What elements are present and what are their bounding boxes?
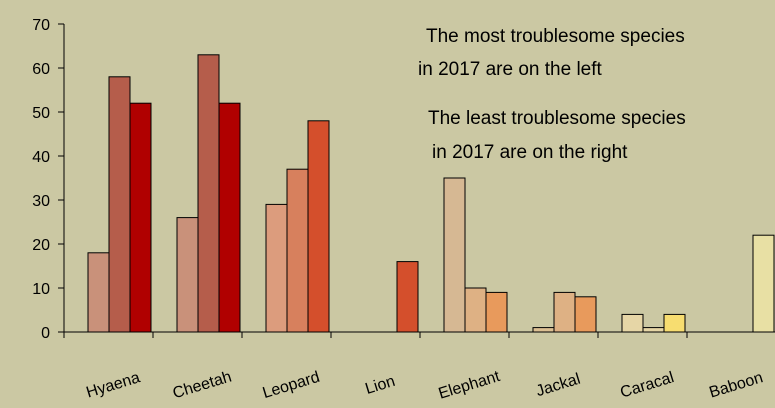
- bar-jackal-2: [553, 291, 576, 333]
- bar-caracal-1: [621, 313, 644, 333]
- x-tick-label: Baboon: [707, 369, 765, 401]
- bar-leopard-2: [286, 168, 309, 333]
- y-tick-label: 30: [32, 193, 50, 210]
- bar-jackal-1: [532, 327, 555, 333]
- x-tick-label: Hyaena: [84, 369, 142, 401]
- x-tick-label: Leopard: [261, 369, 322, 402]
- bar-cheetah-2: [197, 54, 220, 333]
- bar-leopard-1: [265, 203, 288, 333]
- bar-elephant-1: [443, 177, 466, 333]
- bar-caracal-2: [642, 327, 665, 333]
- y-tick-label: 10: [32, 281, 50, 298]
- annotation-text: The most troublesome species: [426, 26, 685, 47]
- y-tick-label: 20: [32, 237, 50, 254]
- bar-caracal-3: [663, 313, 686, 333]
- y-tick-label: 50: [32, 105, 50, 122]
- bar-jackal-3: [574, 296, 597, 333]
- bar-baboon-3: [752, 234, 775, 333]
- bar-hyaena-1: [87, 252, 110, 333]
- annotation-text: in 2017 are on the right: [432, 142, 628, 163]
- bar-cheetah-1: [176, 217, 199, 333]
- y-tick-label: 0: [41, 325, 50, 342]
- bar-cheetah-3: [218, 102, 241, 333]
- bar-hyaena-2: [108, 76, 131, 333]
- annotation-text: in 2017 are on the left: [418, 59, 603, 80]
- x-tick-label: Jackal: [534, 371, 582, 401]
- bar-leopard-3: [307, 120, 330, 333]
- y-tick-label: 70: [32, 17, 50, 34]
- x-tick-label: Cheetah: [171, 368, 234, 402]
- x-tick-label: Caracal: [618, 369, 676, 401]
- bar-lion-3: [396, 261, 419, 333]
- bar-elephant-2: [464, 287, 487, 333]
- y-tick-label: 60: [32, 61, 50, 78]
- bar-elephant-3: [485, 291, 508, 333]
- y-tick-label: 40: [32, 149, 50, 166]
- bar-hyaena-3: [129, 102, 152, 333]
- x-tick-label: Lion: [363, 373, 397, 398]
- annotation-text: The least troublesome species: [428, 108, 686, 129]
- x-tick-label: Elephant: [437, 368, 503, 403]
